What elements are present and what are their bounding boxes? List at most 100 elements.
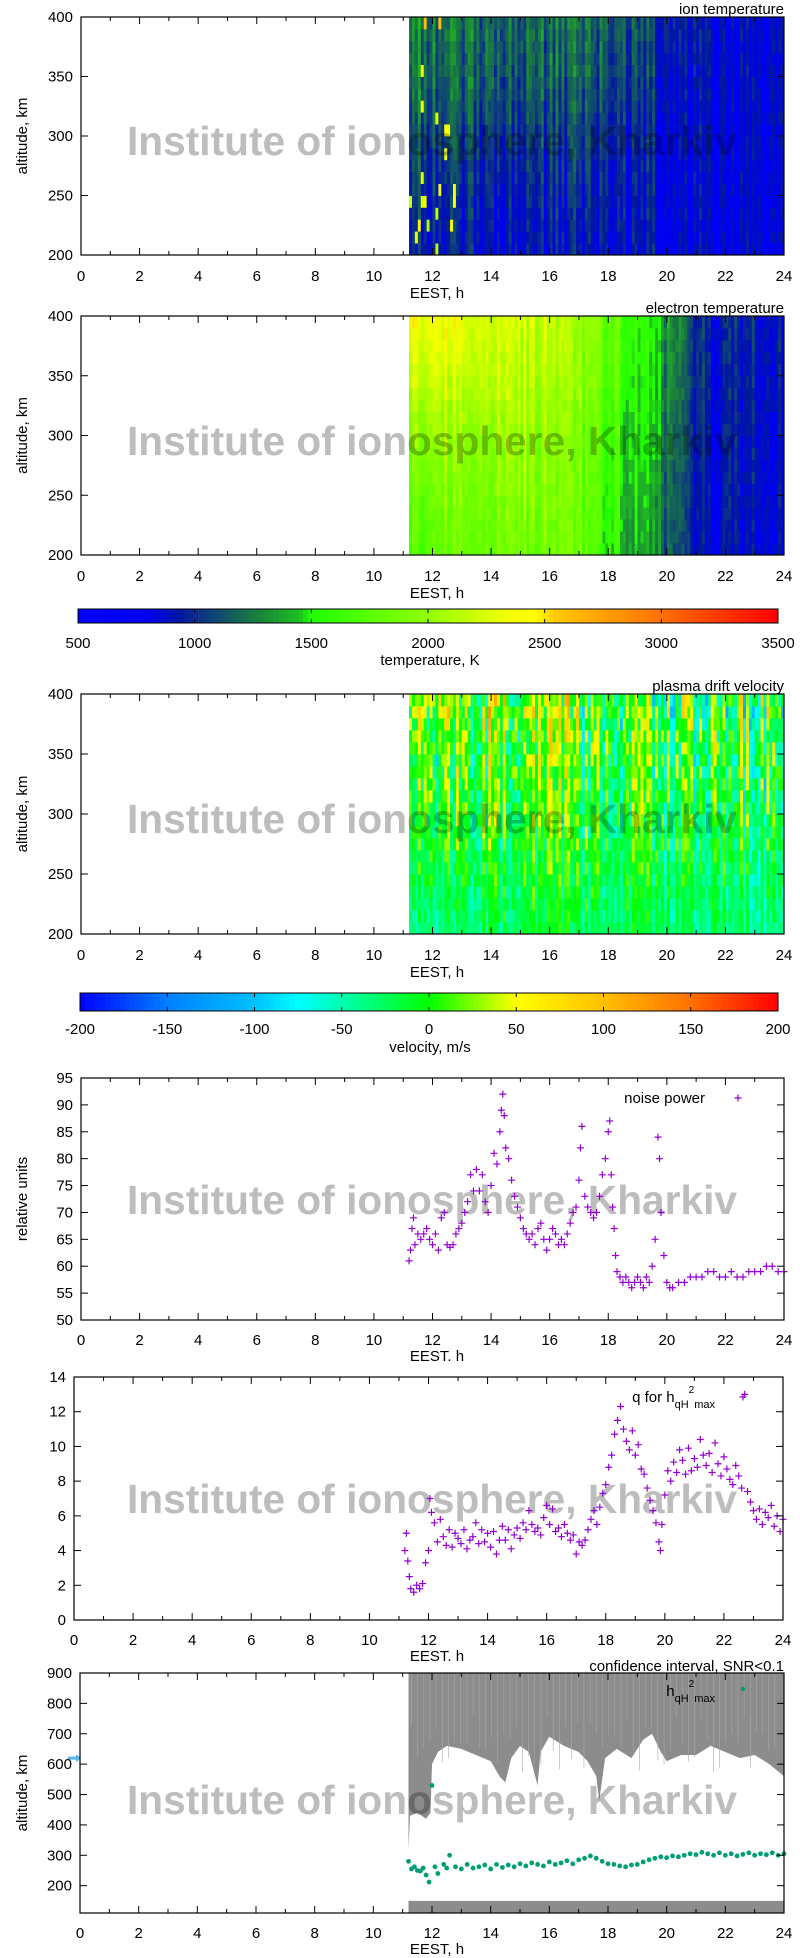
heatmap-cell	[423, 17, 428, 30]
heatmap-cell	[599, 435, 603, 448]
heatmap-cell	[520, 483, 524, 496]
heatmap-cell	[731, 219, 735, 232]
heatmap-cell	[608, 112, 612, 125]
heatmap-cell	[432, 147, 436, 161]
heatmap-cell	[564, 459, 568, 472]
heatmap-cell	[470, 495, 474, 508]
heatmap-cell	[423, 519, 428, 532]
heatmap-cell	[731, 519, 735, 532]
heatmap-cell	[464, 531, 469, 544]
heatmap-cell	[772, 147, 776, 161]
heatmap-cell	[740, 339, 744, 353]
heatmap-cell	[713, 136, 718, 149]
heatmap-cell	[476, 447, 480, 460]
heatmap-cell	[441, 411, 445, 424]
heatmap-cell	[722, 171, 726, 184]
heatmap-cell	[473, 112, 477, 125]
heatmap-cell	[546, 40, 551, 54]
heatmap-cell	[502, 531, 507, 544]
heatmap-cell	[564, 147, 568, 161]
heatmap-cell	[757, 159, 761, 173]
heatmap-cell	[482, 124, 486, 137]
heatmap-cell	[511, 17, 515, 30]
heatmap-cell	[523, 411, 527, 424]
heatmap-cell	[728, 387, 732, 401]
heatmap-cell	[473, 387, 477, 401]
heatmap-cell	[684, 339, 688, 353]
heatmap-cell	[499, 124, 504, 137]
heatmap-cell	[701, 411, 706, 424]
heatmap-cell	[470, 339, 474, 353]
heatmap-cell	[745, 459, 750, 472]
heatmap-cell	[461, 351, 466, 365]
heatmap-cell	[535, 459, 539, 472]
heatmap-cell	[757, 100, 761, 113]
heatmap-cell	[482, 195, 486, 208]
heatmap-cell	[614, 363, 618, 377]
heatmap-cell	[699, 507, 703, 520]
heatmap-cell	[599, 231, 603, 244]
heatmap-cell	[781, 76, 785, 89]
heatmap-cell	[529, 76, 533, 89]
heatmap-cell	[710, 52, 715, 65]
heatmap-cell	[423, 88, 428, 101]
heatmap-cell	[754, 136, 759, 149]
heatmap-cell	[672, 483, 677, 496]
heatmap-cell	[423, 387, 428, 401]
heatmap-cell	[719, 471, 723, 484]
heatmap-cell	[693, 363, 697, 377]
heatmap-cell	[611, 471, 615, 484]
heatmap-cell	[584, 64, 589, 77]
heatmap-cell	[605, 531, 609, 544]
heatmap-cell	[649, 76, 653, 89]
heatmap-cell	[476, 375, 480, 389]
heatmap-cell	[701, 112, 706, 125]
heatmap-cell	[701, 423, 706, 436]
heatmap-cell	[772, 207, 776, 220]
heatmap-cell	[611, 387, 615, 401]
heatmap-cell	[564, 483, 568, 496]
heatmap-cell	[596, 219, 600, 232]
heatmap-cell	[494, 327, 498, 341]
heatmap-cell	[508, 243, 512, 256]
heatmap-cell	[455, 17, 460, 30]
heatmap-cell	[546, 52, 551, 65]
heatmap-cell	[614, 64, 618, 77]
heatmap-cell	[699, 17, 703, 30]
heatmap-cell	[584, 171, 589, 184]
heatmap-cell	[666, 17, 671, 30]
heatmap-cell	[596, 40, 600, 54]
heatmap-cell	[491, 411, 495, 424]
heatmap-cell	[529, 471, 533, 484]
heatmap-cell	[605, 76, 609, 89]
heatmap-cell	[672, 28, 677, 42]
heatmap-cell	[740, 76, 744, 89]
heatmap-cell	[608, 231, 612, 244]
heatmap-cell	[549, 112, 553, 125]
heatmap-cell	[637, 171, 641, 184]
heatmap-cell	[467, 100, 471, 113]
heatmap-cell	[663, 159, 668, 173]
heatmap-cell	[660, 183, 665, 196]
heatmap-cell	[491, 28, 495, 42]
heatmap-cell	[564, 64, 568, 77]
heatmap-cell	[461, 543, 466, 556]
heatmap-cell	[649, 411, 653, 424]
heatmap-cell	[719, 399, 723, 412]
heatmap-cell	[663, 171, 668, 184]
heatmap-cell	[663, 435, 668, 448]
heatmap-cell	[511, 207, 515, 220]
heatmap-cell	[605, 159, 609, 173]
heatmap-cell	[549, 483, 553, 496]
heatmap-cell	[453, 495, 457, 508]
heatmap-cell	[476, 28, 480, 42]
heatmap-cell	[696, 519, 700, 532]
heatmap-cell	[467, 183, 471, 196]
heatmap-cell	[605, 459, 609, 472]
heatmap-cell	[599, 112, 603, 125]
heatmap-cell	[599, 411, 603, 424]
heatmap-cell	[687, 531, 691, 544]
heatmap-cell	[461, 243, 466, 256]
heatmap-cell	[455, 88, 460, 101]
heatmap-cell	[687, 435, 691, 448]
